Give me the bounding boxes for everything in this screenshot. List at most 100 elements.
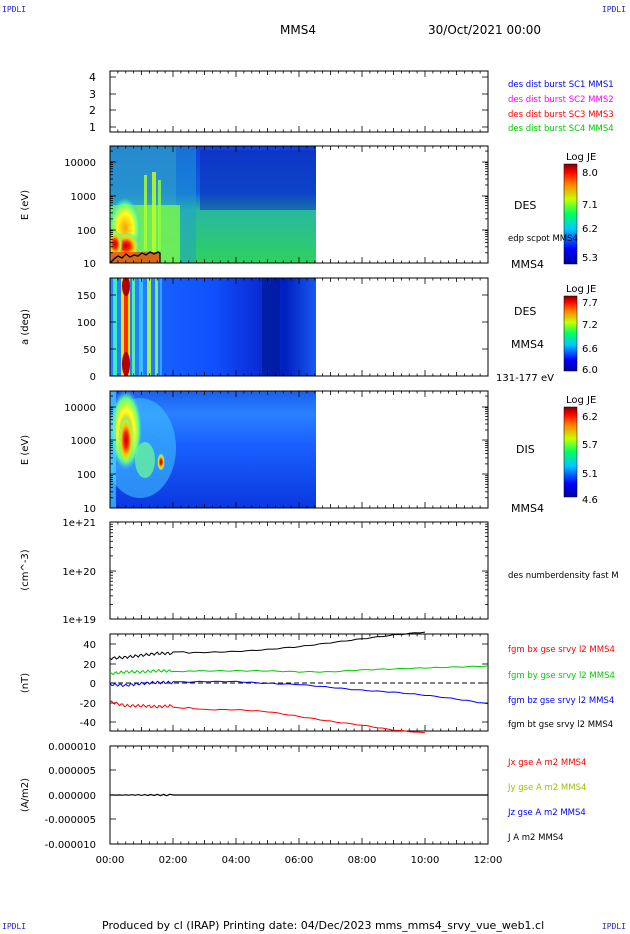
current-density-lines — [110, 793, 488, 797]
p7-ytick-2: 0.000005 — [48, 766, 96, 777]
corner-logo-br: IPDLI — [601, 922, 626, 931]
cb2-tick-3: 6.0 — [582, 365, 598, 376]
p6-ytick-m20: -20 — [80, 699, 96, 710]
xtick-0800: 08:00 — [348, 855, 377, 866]
cb3-tick-1: 5.7 — [582, 440, 598, 451]
cb3-tick-2: 5.1 — [582, 469, 598, 480]
p3-ytick-100: 100 — [77, 318, 96, 329]
p1-ytick-2: 2 — [89, 104, 96, 117]
xtick-1200: 12:00 — [474, 855, 503, 866]
panel5-frame — [109, 521, 489, 620]
cb1-tick-1: 7.1 — [582, 200, 598, 211]
des-energy-spectrogram — [110, 146, 316, 263]
p7-ytick-5: -0.000010 — [45, 840, 96, 851]
p4-ytick-100: 100 — [77, 470, 96, 481]
cb3-title: Log JE — [566, 395, 596, 406]
p7-ytick-1: 0.000010 — [48, 742, 96, 753]
legend-mms4: des dist burst SC4 MMS4 — [508, 124, 614, 134]
legend-mms3: des dist burst SC3 MMS3 — [508, 110, 614, 120]
p4-ytick-1000: 1000 — [71, 436, 96, 447]
cb1-tick-3: 5.3 — [582, 253, 598, 264]
p1-ytick-1: 1 — [89, 121, 96, 134]
header-datetime: 30/Oct/2021 00:00 — [428, 23, 542, 37]
p5-ytick-1e21: 1e+21 — [62, 518, 96, 529]
xtick-0600: 06:00 — [285, 855, 314, 866]
corner-logo-tl: IPDLI — [2, 5, 27, 14]
legend-mms2: des dist burst SC2 MMS2 — [508, 95, 614, 105]
p2-spacecraft: MMS4 — [511, 258, 544, 271]
p3-energy-range: 131-177 eV — [496, 373, 554, 384]
magnetic-field-lines — [109, 631, 489, 734]
legend-mms1: des dist burst SC1 MMS1 — [508, 80, 614, 90]
cb1-tick-2: 6.2 — [582, 224, 598, 235]
p5-label: des numberdensity fast M — [508, 571, 619, 581]
xtick-0200: 02:00 — [159, 855, 188, 866]
cb3-tick-3: 4.6 — [582, 495, 598, 506]
p6-ytick-40: 40 — [83, 640, 96, 651]
p2-overlay-label: edp scpot MMS4 — [508, 234, 578, 244]
cb2-title: Log JE — [566, 284, 596, 295]
p7-ytick-4: -0.000005 — [45, 815, 96, 826]
panel2-ylabel: E (eV) — [20, 190, 31, 220]
p2-ytick-1000: 1000 — [71, 192, 96, 203]
axis-ticks — [109, 71, 489, 845]
panel1-frame — [109, 70, 489, 133]
legend-jx: Jx gse A m2 MMS4 — [507, 758, 586, 768]
dis-energy-spectrogram — [110, 391, 316, 508]
legend-j: J A m2 MMS4 — [507, 833, 564, 843]
p1-ytick-4: 4 — [89, 71, 96, 84]
legend-bt: fgm bt gse srvy l2 MMS4 — [508, 720, 613, 730]
p3-ytick-150: 150 — [77, 291, 96, 302]
cb2-tick-1: 7.2 — [582, 320, 598, 331]
p7-ytick-3: 0.000000 — [48, 791, 96, 802]
p1-ytick-3: 3 — [89, 88, 96, 101]
cb1-title: Log JE — [566, 152, 596, 163]
series-bt-line — [109, 631, 426, 661]
legend-bz: fgm bz gse srvy l2 MMS4 — [508, 696, 614, 706]
panel6-ylabel: (nT) — [20, 673, 31, 693]
p6-ytick-20: 20 — [83, 660, 96, 671]
cb1-tick-0: 8.0 — [582, 168, 598, 179]
scpot-overlay-line — [109, 251, 161, 264]
legend-by: fgm by gse srvy l2 MMS4 — [508, 671, 615, 681]
colorbar-dis-energy — [563, 406, 578, 498]
p4-ytick-10: 10 — [83, 504, 96, 515]
panel4-ylabel: E (eV) — [20, 435, 31, 465]
p4-ytick-10000: 10000 — [64, 403, 96, 414]
p4-instrument: DIS — [516, 443, 535, 456]
panel3-ylabel: a (deg) — [20, 309, 31, 345]
xtick-1000: 10:00 — [411, 855, 440, 866]
des-pitch-angle-spectrogram — [110, 278, 316, 376]
colorbar-des-pitch — [563, 295, 578, 372]
legend-jy: Jy gse A m2 MMS4 — [507, 783, 586, 793]
p3-spacecraft: MMS4 — [511, 338, 544, 351]
p3-ytick-0: 0 — [90, 372, 96, 383]
cb3-tick-0: 6.2 — [582, 412, 598, 423]
p5-ytick-1e20: 1e+20 — [62, 567, 96, 578]
p2-ytick-100: 100 — [77, 226, 96, 237]
p2-ytick-10000: 10000 — [64, 158, 96, 169]
p4-spacecraft: MMS4 — [511, 502, 544, 515]
legend-jz: Jz gse A m2 MMS4 — [507, 808, 586, 818]
xtick-0400: 04:00 — [222, 855, 251, 866]
p3-instrument: DES — [514, 305, 536, 318]
header-spacecraft: MMS4 — [280, 23, 316, 37]
series-j-line — [110, 793, 488, 797]
p6-ytick-0: 0 — [90, 679, 96, 690]
p2-instrument: DES — [514, 199, 536, 212]
xtick-0000: 00:00 — [96, 855, 125, 866]
series-bz-line — [109, 680, 489, 705]
corner-logo-bl: IPDLI — [2, 922, 27, 931]
p6-ytick-m40: -40 — [80, 718, 96, 729]
cb2-tick-0: 7.7 — [582, 298, 598, 309]
series-bx-line — [109, 700, 426, 734]
colorbar-des-energy — [563, 163, 578, 265]
panel7-ylabel: (A/m2) — [20, 778, 31, 812]
corner-logo-tr: IPDLI — [601, 5, 626, 14]
series-by-line — [109, 665, 489, 676]
footer-credit: Produced by cl (IRAP) Printing date: 04/… — [102, 919, 545, 932]
p5-ytick-1e19: 1e+19 — [62, 615, 96, 626]
cb2-tick-2: 6.6 — [582, 344, 598, 355]
p3-ytick-50: 50 — [83, 345, 96, 356]
